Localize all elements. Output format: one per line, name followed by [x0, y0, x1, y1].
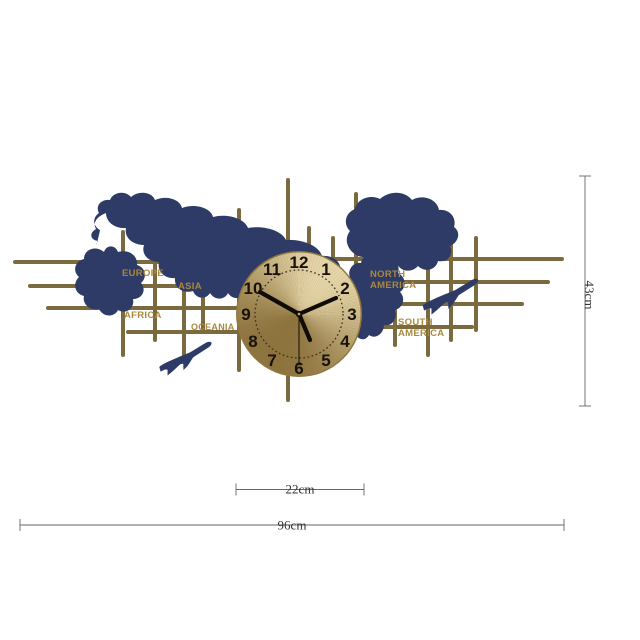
svg-text:2: 2 [340, 279, 349, 298]
svg-text:12: 12 [290, 253, 309, 272]
svg-text:ASIA: ASIA [178, 281, 202, 292]
svg-text:96cm: 96cm [278, 518, 307, 533]
svg-text:11: 11 [263, 260, 281, 279]
svg-text:AFRICA: AFRICA [124, 310, 162, 321]
svg-text:22cm: 22cm [286, 482, 315, 497]
svg-text:7: 7 [267, 351, 276, 370]
svg-text:5: 5 [321, 351, 330, 370]
svg-text:9: 9 [241, 305, 250, 324]
svg-text:OCEANIA: OCEANIA [191, 322, 235, 332]
svg-text:NORTH: NORTH [370, 269, 405, 280]
svg-text:1: 1 [321, 260, 330, 279]
svg-text:AMERICA: AMERICA [398, 328, 444, 339]
svg-text:8: 8 [248, 332, 257, 351]
svg-text:EUROPE: EUROPE [122, 268, 164, 279]
svg-text:10: 10 [244, 279, 263, 298]
svg-text:3: 3 [347, 305, 356, 324]
svg-text:4: 4 [340, 332, 350, 351]
svg-text:43cm: 43cm [582, 281, 597, 310]
svg-text:SOUTH: SOUTH [398, 317, 433, 328]
svg-text:AMERICA: AMERICA [370, 280, 416, 291]
